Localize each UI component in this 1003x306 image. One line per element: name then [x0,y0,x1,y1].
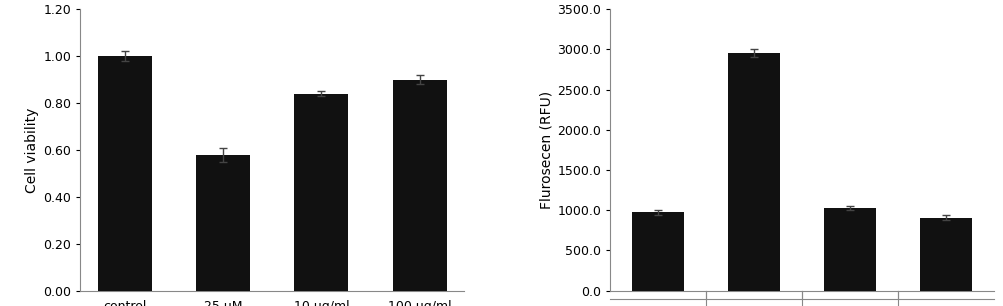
Bar [727,53,779,291]
Bar [294,94,348,291]
Bar [822,208,876,291]
Bar [919,218,971,291]
Bar [196,155,250,291]
Bar [97,56,151,291]
Bar [631,212,684,291]
Y-axis label: Cell viability: Cell viability [25,107,39,193]
Bar [392,80,446,291]
Y-axis label: Flurosecen (RFU): Flurosecen (RFU) [539,91,553,209]
